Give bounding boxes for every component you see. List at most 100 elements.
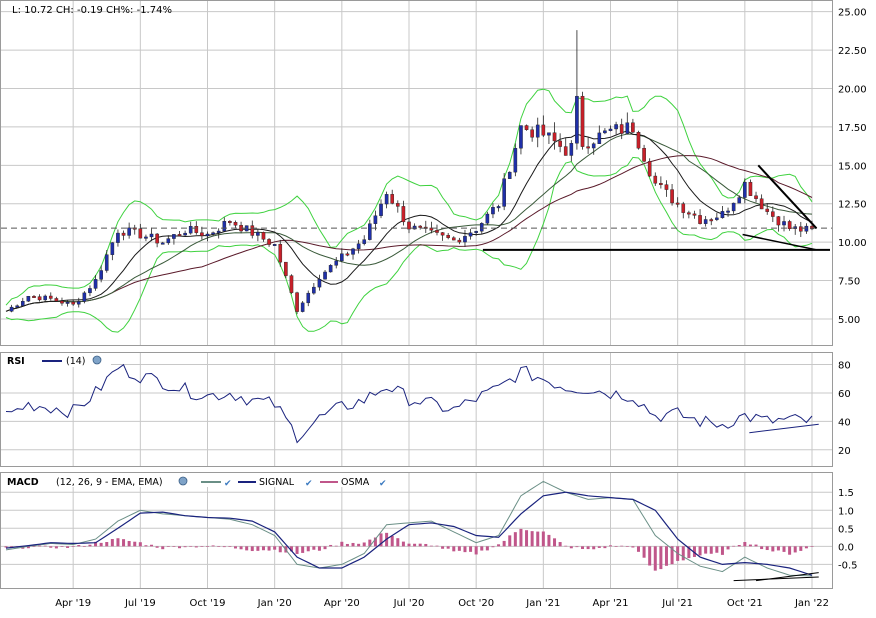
macd-settings-icon[interactable]: [178, 476, 188, 486]
osma-bar: [323, 546, 327, 550]
candle-up: [507, 171, 512, 179]
candle-down: [642, 147, 646, 162]
osma-bar: [105, 542, 109, 547]
osma-bar: [256, 546, 260, 551]
osma-bar: [424, 543, 428, 547]
osma-bar: [289, 546, 293, 552]
osma-check-icon[interactable]: ✔: [379, 479, 387, 489]
osma-bar: [765, 546, 769, 551]
candle-down: [619, 124, 624, 134]
osma-bar: [379, 533, 383, 547]
candle-up: [127, 227, 131, 236]
candle-up: [412, 225, 417, 230]
osma-bar: [536, 531, 540, 547]
candle-up: [116, 232, 120, 243]
candle-down: [177, 234, 182, 237]
candle-up: [222, 221, 227, 232]
osma-bar: [547, 534, 551, 547]
candle-up: [743, 181, 747, 198]
candle-down: [709, 219, 714, 222]
candle-up: [104, 254, 109, 271]
x-tick-label: Jan '21: [525, 598, 560, 609]
osma-bar: [810, 546, 814, 547]
candle-up: [804, 225, 809, 232]
candle-down: [748, 181, 753, 196]
osma-bar: [698, 546, 702, 556]
candle-down: [233, 221, 238, 226]
candle-down: [558, 140, 562, 147]
osma-bar: [278, 546, 282, 553]
price-y-tick: 5.00: [838, 315, 860, 326]
candle-up: [362, 239, 367, 244]
candle-up: [368, 223, 372, 240]
x-tick-label: Jan '20: [257, 598, 292, 609]
candle-up: [317, 278, 322, 288]
macd-label: MACD: [7, 477, 39, 488]
x-tick-label: Jul '21: [661, 598, 693, 609]
osma-bar: [743, 542, 747, 547]
osma-bar: [720, 546, 724, 555]
rsi-panel: [0, 352, 833, 467]
signal-check-icon[interactable]: ✔: [305, 479, 313, 489]
macd-series: [4, 480, 819, 582]
candle-down: [771, 211, 775, 217]
osma-bar: [525, 530, 529, 547]
osma-bar: [575, 546, 579, 548]
osma-bar: [754, 544, 758, 547]
osma-bar: [127, 541, 131, 547]
osma-bar: [306, 546, 310, 552]
price-y-tick: 20.00: [838, 85, 867, 96]
macd-y-tick: -0.5: [838, 560, 858, 571]
candle-up: [99, 270, 103, 280]
osma-bar: [732, 545, 736, 547]
osma-bar: [737, 545, 741, 547]
osma-bar: [519, 528, 523, 547]
macd-y-tick: 1.5: [838, 488, 854, 499]
candle-up: [272, 244, 277, 246]
osma-bar: [239, 546, 243, 550]
rsi-settings-icon[interactable]: [92, 355, 102, 365]
candle-down: [267, 239, 271, 245]
osma-bar: [88, 544, 92, 547]
osma-bar: [407, 543, 411, 547]
osma-bar: [301, 546, 305, 553]
osma-bar: [10, 546, 14, 548]
candle-up: [160, 242, 165, 245]
osma-bar: [799, 546, 803, 551]
osma-bar: [715, 546, 719, 553]
osma-bar: [38, 545, 42, 547]
osma-bar: [99, 542, 103, 547]
osma-bar: [748, 544, 752, 547]
x-tick-label: Oct '21: [727, 598, 763, 609]
osma-bar: [144, 545, 148, 547]
osma-bar: [233, 546, 237, 549]
osma-bar: [508, 535, 512, 547]
osma-bar: [189, 545, 193, 547]
candle-down: [200, 232, 204, 237]
candle-up: [603, 130, 607, 134]
osma-bar: [642, 546, 646, 558]
osma-bar: [502, 540, 506, 547]
osma-bar: [150, 544, 154, 547]
candle-down: [541, 124, 546, 136]
candle-down: [563, 146, 568, 156]
osma-bar: [625, 546, 629, 547]
candle-down: [284, 261, 288, 276]
candle-up: [479, 223, 484, 232]
osma-bar: [295, 546, 299, 554]
osma-bar: [564, 545, 568, 547]
macd-check-icon[interactable]: ✔: [224, 479, 232, 489]
candle-up: [312, 286, 316, 294]
candle-up: [43, 295, 47, 301]
candle-down: [228, 221, 232, 223]
candle-up: [205, 233, 210, 237]
osma-bar: [485, 546, 489, 551]
candle-down: [60, 300, 64, 304]
macd-y-tick: 0.0: [838, 542, 854, 553]
candle-down: [552, 132, 557, 142]
candle-up: [216, 230, 221, 233]
osma-bar: [122, 539, 126, 547]
candle-up: [373, 215, 378, 224]
price-y-tick: 12.50: [838, 200, 867, 211]
osma-bar: [357, 543, 361, 547]
